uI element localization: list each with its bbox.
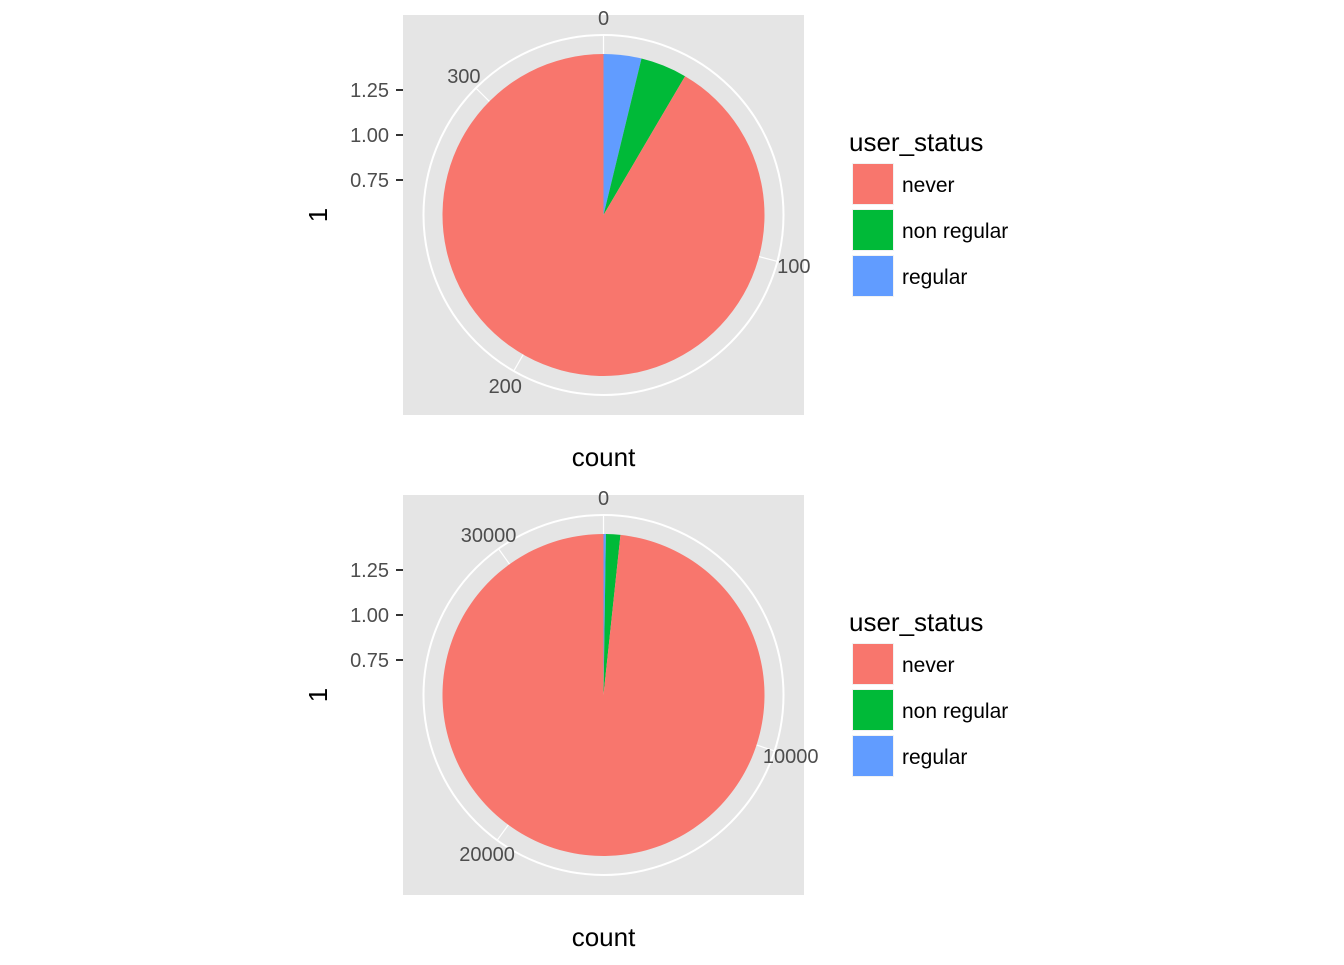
pie-slice-non-regular <box>603 58 686 215</box>
theta-tick-label: 10000 <box>763 746 819 768</box>
y-tick-label: 1.25 <box>350 560 389 582</box>
theta-tick-label: 30000 <box>461 525 517 547</box>
theta-tick-label: 0 <box>598 488 609 510</box>
legend-label: non regular <box>902 700 1008 723</box>
y-tick-label: 1.00 <box>350 125 389 147</box>
x-axis-title: count <box>572 442 636 472</box>
y-axis-title: 1 <box>303 208 333 222</box>
legend-label: never <box>902 654 955 677</box>
chart-2: 0 10000 20000 30000 1.25 1.00 0.75 count 1 user_s… <box>303 488 1008 952</box>
theta-tick-label: 0 <box>598 8 609 30</box>
theta-tick-label: 300 <box>447 66 480 88</box>
legend-swatch-regular <box>853 256 893 296</box>
y-tick-label: 0.75 <box>350 650 389 672</box>
legend-label: regular <box>902 746 967 769</box>
y-tick-label: 1.00 <box>350 605 389 627</box>
legend-label: never <box>902 174 955 197</box>
legend-label: non regular <box>902 220 1008 243</box>
legend-swatch-never <box>853 644 893 684</box>
y-tick-label: 0.75 <box>350 170 389 192</box>
y-tick-label: 1.25 <box>350 80 389 102</box>
legend-swatch-non-regular <box>853 210 893 250</box>
pie-slice-regular <box>603 54 642 215</box>
theta-tick-label: 200 <box>489 376 522 398</box>
chart-1: 0 100 200 300 1.25 1.00 0.75 count 1 user_statusn… <box>303 8 1008 472</box>
pie-slice-never <box>442 534 765 857</box>
legend-swatch-never <box>853 164 893 204</box>
legend-title: user_status <box>849 127 983 157</box>
legend-title: user_status <box>849 607 983 637</box>
legend-swatch-non-regular <box>853 690 893 730</box>
pie-slice-never <box>442 54 765 376</box>
x-axis-title: count <box>572 922 636 952</box>
theta-tick-label: 20000 <box>459 844 515 866</box>
y-axis-title: 1 <box>303 688 333 702</box>
theta-tick-label: 100 <box>777 256 810 278</box>
legend-label: regular <box>902 266 967 289</box>
pie-slice-regular <box>603 534 606 695</box>
pie-slice-non-regular <box>603 534 621 695</box>
legend-swatch-regular <box>853 736 893 776</box>
